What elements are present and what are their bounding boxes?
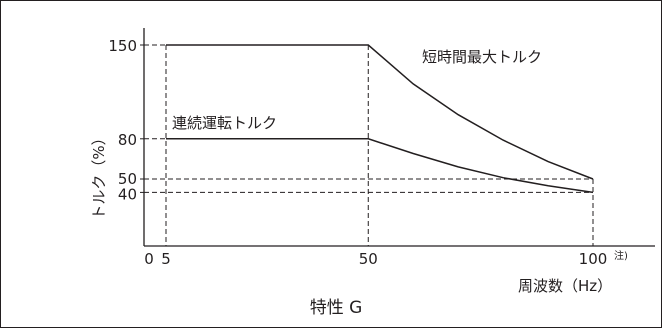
series-line-2 [166, 138, 594, 194]
series-label-max-torque: 短時間最大トルク [422, 48, 542, 66]
x-tick-0: 0 [144, 250, 154, 268]
x-tick-50: 50 [359, 250, 378, 268]
y-tick-40: 40 [118, 185, 137, 203]
y-tick-80: 80 [118, 131, 137, 149]
series-label-continuous-torque: 連続運転トルク [172, 114, 277, 132]
x-axis-title: 周波数（Hz） [518, 277, 612, 295]
series-lines [166, 44, 594, 194]
series-line-1 [166, 44, 594, 180]
axes [143, 28, 655, 247]
x-tick-100: 100 [579, 250, 608, 268]
y-tick-150: 150 [108, 37, 137, 55]
x-tick-5: 5 [161, 250, 171, 268]
y-tick-50: 50 [118, 170, 137, 188]
x-axis-note: 注) [614, 249, 628, 262]
reference-lines [144, 44, 594, 246]
chart-caption: 特性 G [310, 298, 363, 318]
y-axis-title: トルク（%） [90, 130, 108, 219]
